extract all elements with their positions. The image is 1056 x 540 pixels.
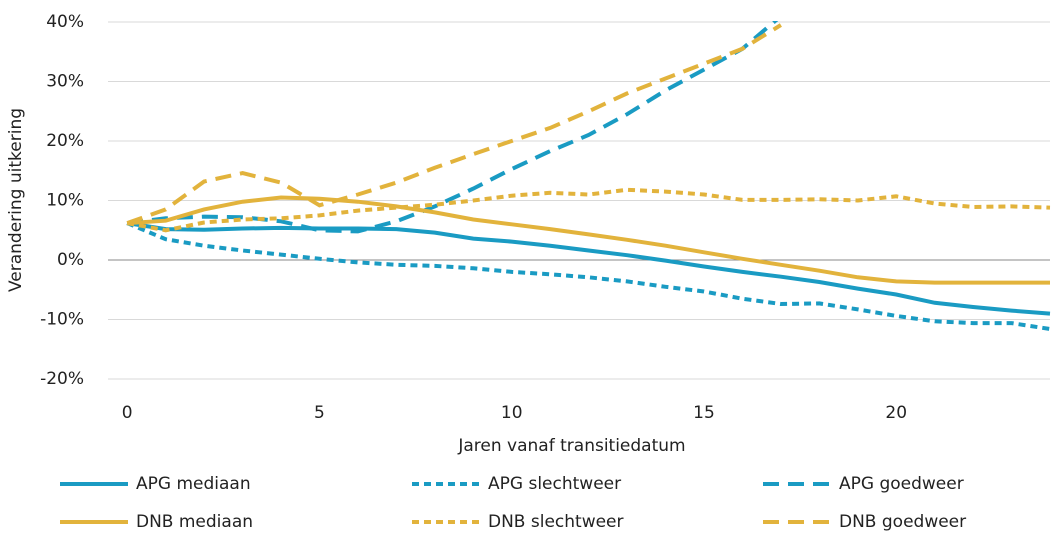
x-tick-label: 10	[501, 403, 523, 423]
series-line	[127, 195, 1050, 285]
y-tick-label: 10%	[46, 191, 84, 211]
x-tick-label: 20	[885, 403, 907, 423]
series-line	[126, 221, 1051, 331]
y-tick-label: 0%	[57, 250, 84, 270]
legend-label: DNB mediaan	[136, 512, 253, 532]
legend-label: DNB goedweer	[839, 512, 966, 532]
y-tick-label: 20%	[46, 131, 84, 151]
series-line	[126, 221, 1051, 316]
x-tick-label: 15	[693, 403, 715, 423]
x-tick-label: 0	[122, 403, 133, 423]
y-tick-label: -20%	[40, 369, 84, 389]
legend-label: APG slechtweer	[488, 474, 621, 494]
legend-label: APG goedweer	[839, 474, 964, 494]
legend-label: DNB slechtweer	[488, 512, 624, 532]
y-axis-title: Verandering uitkering	[6, 108, 26, 292]
series-line	[126, 21, 779, 234]
y-tick-label: -10%	[40, 310, 84, 330]
legend-label: APG mediaan	[136, 474, 251, 494]
series-line	[126, 23, 782, 225]
x-axis-title: Jaren vanaf transitiedatum	[457, 436, 685, 456]
y-tick-label: 30%	[46, 72, 84, 92]
y-tick-label: 40%	[46, 12, 84, 32]
x-tick-label: 5	[314, 403, 325, 423]
plot-area	[126, 21, 1051, 331]
series-line	[126, 187, 1051, 233]
